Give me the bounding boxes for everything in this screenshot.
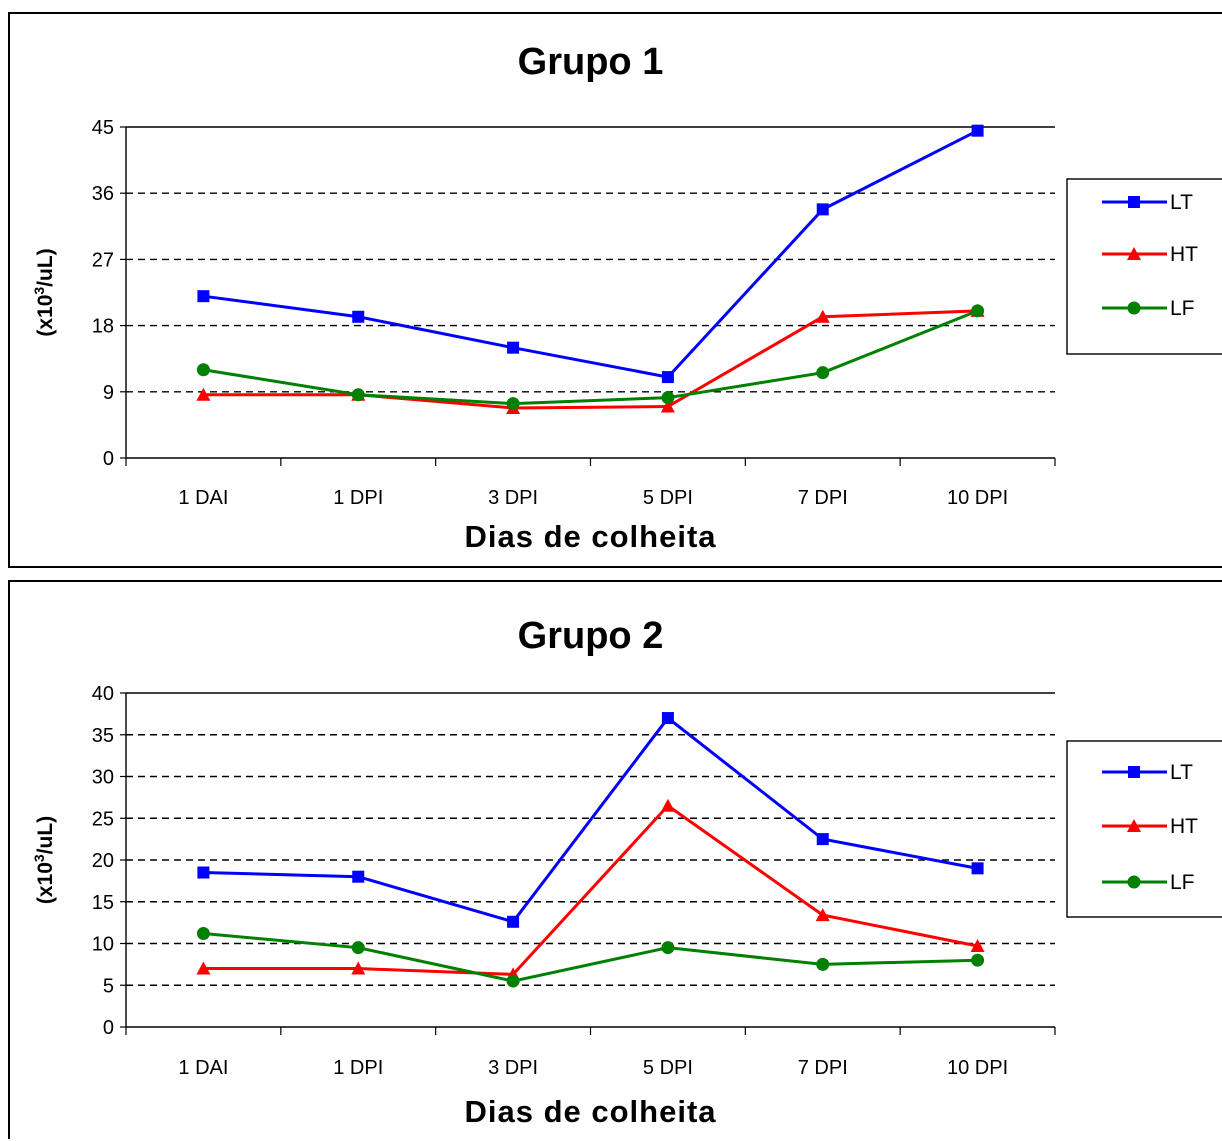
legend-marker-lt bbox=[1128, 766, 1140, 778]
point-lt bbox=[197, 290, 210, 303]
x-tick-label: 7 DPI bbox=[798, 1057, 848, 1079]
point-lf bbox=[506, 974, 520, 988]
point-lt bbox=[352, 310, 365, 323]
legend-label-lf: LF bbox=[1170, 297, 1195, 320]
point-lt bbox=[816, 833, 829, 846]
series-line-lf bbox=[203, 309, 979, 406]
y-tick-label: 40 bbox=[92, 683, 114, 705]
x-tick-label: 5 DPI bbox=[643, 487, 693, 509]
series-line-lf bbox=[203, 931, 978, 983]
point-lf bbox=[196, 363, 210, 377]
point-lt bbox=[971, 862, 984, 875]
point-lf bbox=[351, 388, 365, 402]
legend-marker-ht bbox=[1127, 247, 1141, 260]
y-tick-label: 20 bbox=[92, 850, 114, 872]
point-lf bbox=[661, 391, 675, 405]
x-tick-label: 1 DAI bbox=[178, 487, 228, 509]
y-tick-label: 10 bbox=[92, 934, 114, 956]
x-tick-label: 10 DPI bbox=[947, 1057, 1008, 1079]
legend bbox=[1066, 178, 1222, 355]
point-lf bbox=[971, 304, 985, 318]
y-tick-label: 35 bbox=[92, 725, 114, 747]
chart-title: Grupo 2 bbox=[518, 615, 664, 657]
x-tick-label: 3 DPI bbox=[488, 487, 538, 509]
point-lt bbox=[507, 341, 520, 354]
x-tick-label: 3 DPI bbox=[488, 1057, 538, 1079]
y-tick-label: 0 bbox=[103, 1017, 114, 1039]
x-tick-label: 10 DPI bbox=[947, 487, 1008, 509]
y-tick-label: 36 bbox=[92, 183, 114, 205]
y-tick-label: 5 bbox=[103, 975, 114, 997]
point-lf bbox=[506, 397, 520, 411]
legend bbox=[1066, 740, 1222, 918]
legend-label-ht: HT bbox=[1170, 815, 1198, 838]
y-tick-label: 30 bbox=[92, 767, 114, 789]
point-lt bbox=[352, 870, 365, 883]
y-tick-label: 18 bbox=[92, 316, 114, 338]
y-tick-label: 25 bbox=[92, 808, 114, 830]
y-axis-label-suffix: /uL) bbox=[34, 816, 57, 854]
x-axis-label: Dias de colheita bbox=[464, 519, 716, 554]
point-ht bbox=[196, 387, 211, 401]
point-ht bbox=[660, 798, 675, 812]
point-lf bbox=[971, 953, 985, 967]
legend-marker-lt bbox=[1128, 196, 1140, 208]
y-axis-label: (x103/uL) bbox=[31, 248, 57, 336]
y-axis-label-prefix: (x10 bbox=[34, 295, 57, 337]
chart-title: Grupo 1 bbox=[518, 41, 664, 83]
point-ht bbox=[351, 961, 366, 975]
point-lt bbox=[661, 371, 674, 384]
y-axis-label-prefix: (x10 bbox=[34, 862, 57, 904]
x-tick-label: 1 DAI bbox=[178, 1057, 228, 1079]
point-lf bbox=[196, 926, 210, 940]
point-lf bbox=[351, 941, 365, 955]
x-tick-label: 1 DPI bbox=[333, 487, 383, 509]
y-axis-label-suffix: /uL) bbox=[34, 248, 57, 286]
point-lt bbox=[661, 712, 674, 725]
chart-panel-grupo-1: Grupo 1 0 9 18 27 36 45 1 DAI 1 DPI 3 DPI 5 DPI 7 D… bbox=[8, 12, 1222, 568]
legend-marker-lf bbox=[1127, 301, 1141, 315]
x-tick-label: 7 DPI bbox=[798, 487, 848, 509]
point-lt bbox=[507, 915, 520, 928]
chart-grupo-2: Grupo 2 0 5 10 15 20 25 30 35 40 1 DAI 1 DPI 3 DPI 5 … bbox=[31, 615, 1222, 1129]
y-tick-label: 9 bbox=[103, 382, 114, 404]
legend-label-lt: LT bbox=[1170, 761, 1193, 784]
series-line-lt bbox=[203, 715, 978, 924]
y-axis-label-sup: 3 bbox=[31, 854, 47, 862]
point-ht bbox=[196, 961, 211, 975]
legend-label-lf: LF bbox=[1170, 871, 1195, 894]
y-tick-label: 45 bbox=[92, 117, 114, 139]
point-lt bbox=[971, 124, 984, 137]
point-ht bbox=[815, 309, 830, 323]
chart-grupo-1: Grupo 1 0 9 18 27 36 45 1 DAI 1 DPI 3 DPI 5 DPI 7 D… bbox=[31, 41, 1222, 554]
y-tick-label: 0 bbox=[103, 448, 114, 470]
point-lf bbox=[816, 957, 830, 971]
y-tick-label: 15 bbox=[92, 892, 114, 914]
chart-panel-grupo-2: Grupo 2 0 5 10 15 20 25 30 35 40 1 DAI 1 DPI 3 DPI 5 … bbox=[8, 580, 1222, 1139]
legend-marker-ht bbox=[1127, 819, 1141, 832]
series-line-lt bbox=[203, 129, 979, 379]
x-axis-label: Dias de colheita bbox=[464, 1094, 716, 1129]
legend-marker-lf bbox=[1127, 875, 1141, 889]
x-tick-label: 5 DPI bbox=[643, 1057, 693, 1079]
point-lt bbox=[197, 866, 210, 879]
point-ht bbox=[970, 939, 985, 953]
point-lf bbox=[661, 941, 675, 955]
series-line-ht bbox=[203, 309, 978, 410]
point-lf bbox=[816, 366, 830, 380]
point-lt bbox=[816, 203, 829, 216]
x-tick-label: 1 DPI bbox=[333, 1057, 383, 1079]
series-line-ht bbox=[203, 803, 978, 976]
point-ht bbox=[660, 399, 675, 413]
legend-label-lt: LT bbox=[1170, 191, 1193, 214]
point-ht bbox=[815, 908, 830, 922]
y-axis-label: (x103/uL) bbox=[31, 816, 57, 904]
y-tick-label: 27 bbox=[92, 249, 114, 271]
y-axis-label-sup: 3 bbox=[31, 287, 47, 295]
legend-label-ht: HT bbox=[1170, 243, 1198, 266]
